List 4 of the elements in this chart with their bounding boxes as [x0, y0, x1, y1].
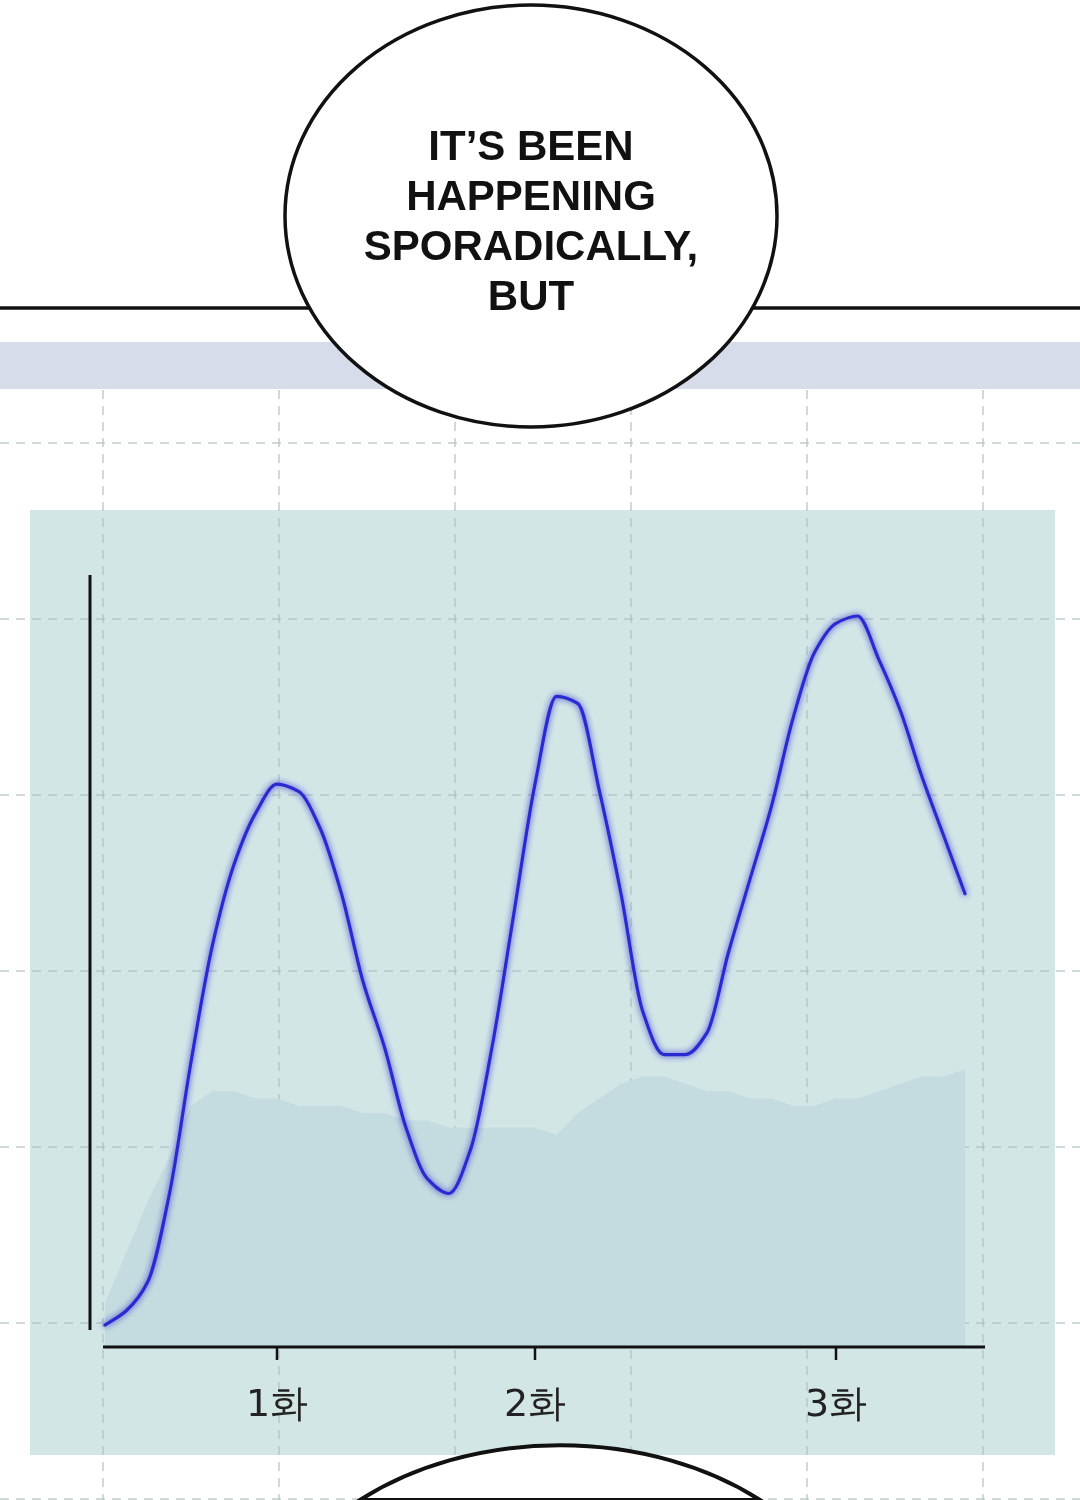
x-tick-label: 1화 — [245, 1381, 309, 1425]
x-tick-label: 3화 — [804, 1381, 868, 1425]
text: IT’S BEEN HAPPENING SPORADICALLY, BUT — [363, 122, 699, 320]
x-tick-label: 2화 — [503, 1381, 567, 1425]
